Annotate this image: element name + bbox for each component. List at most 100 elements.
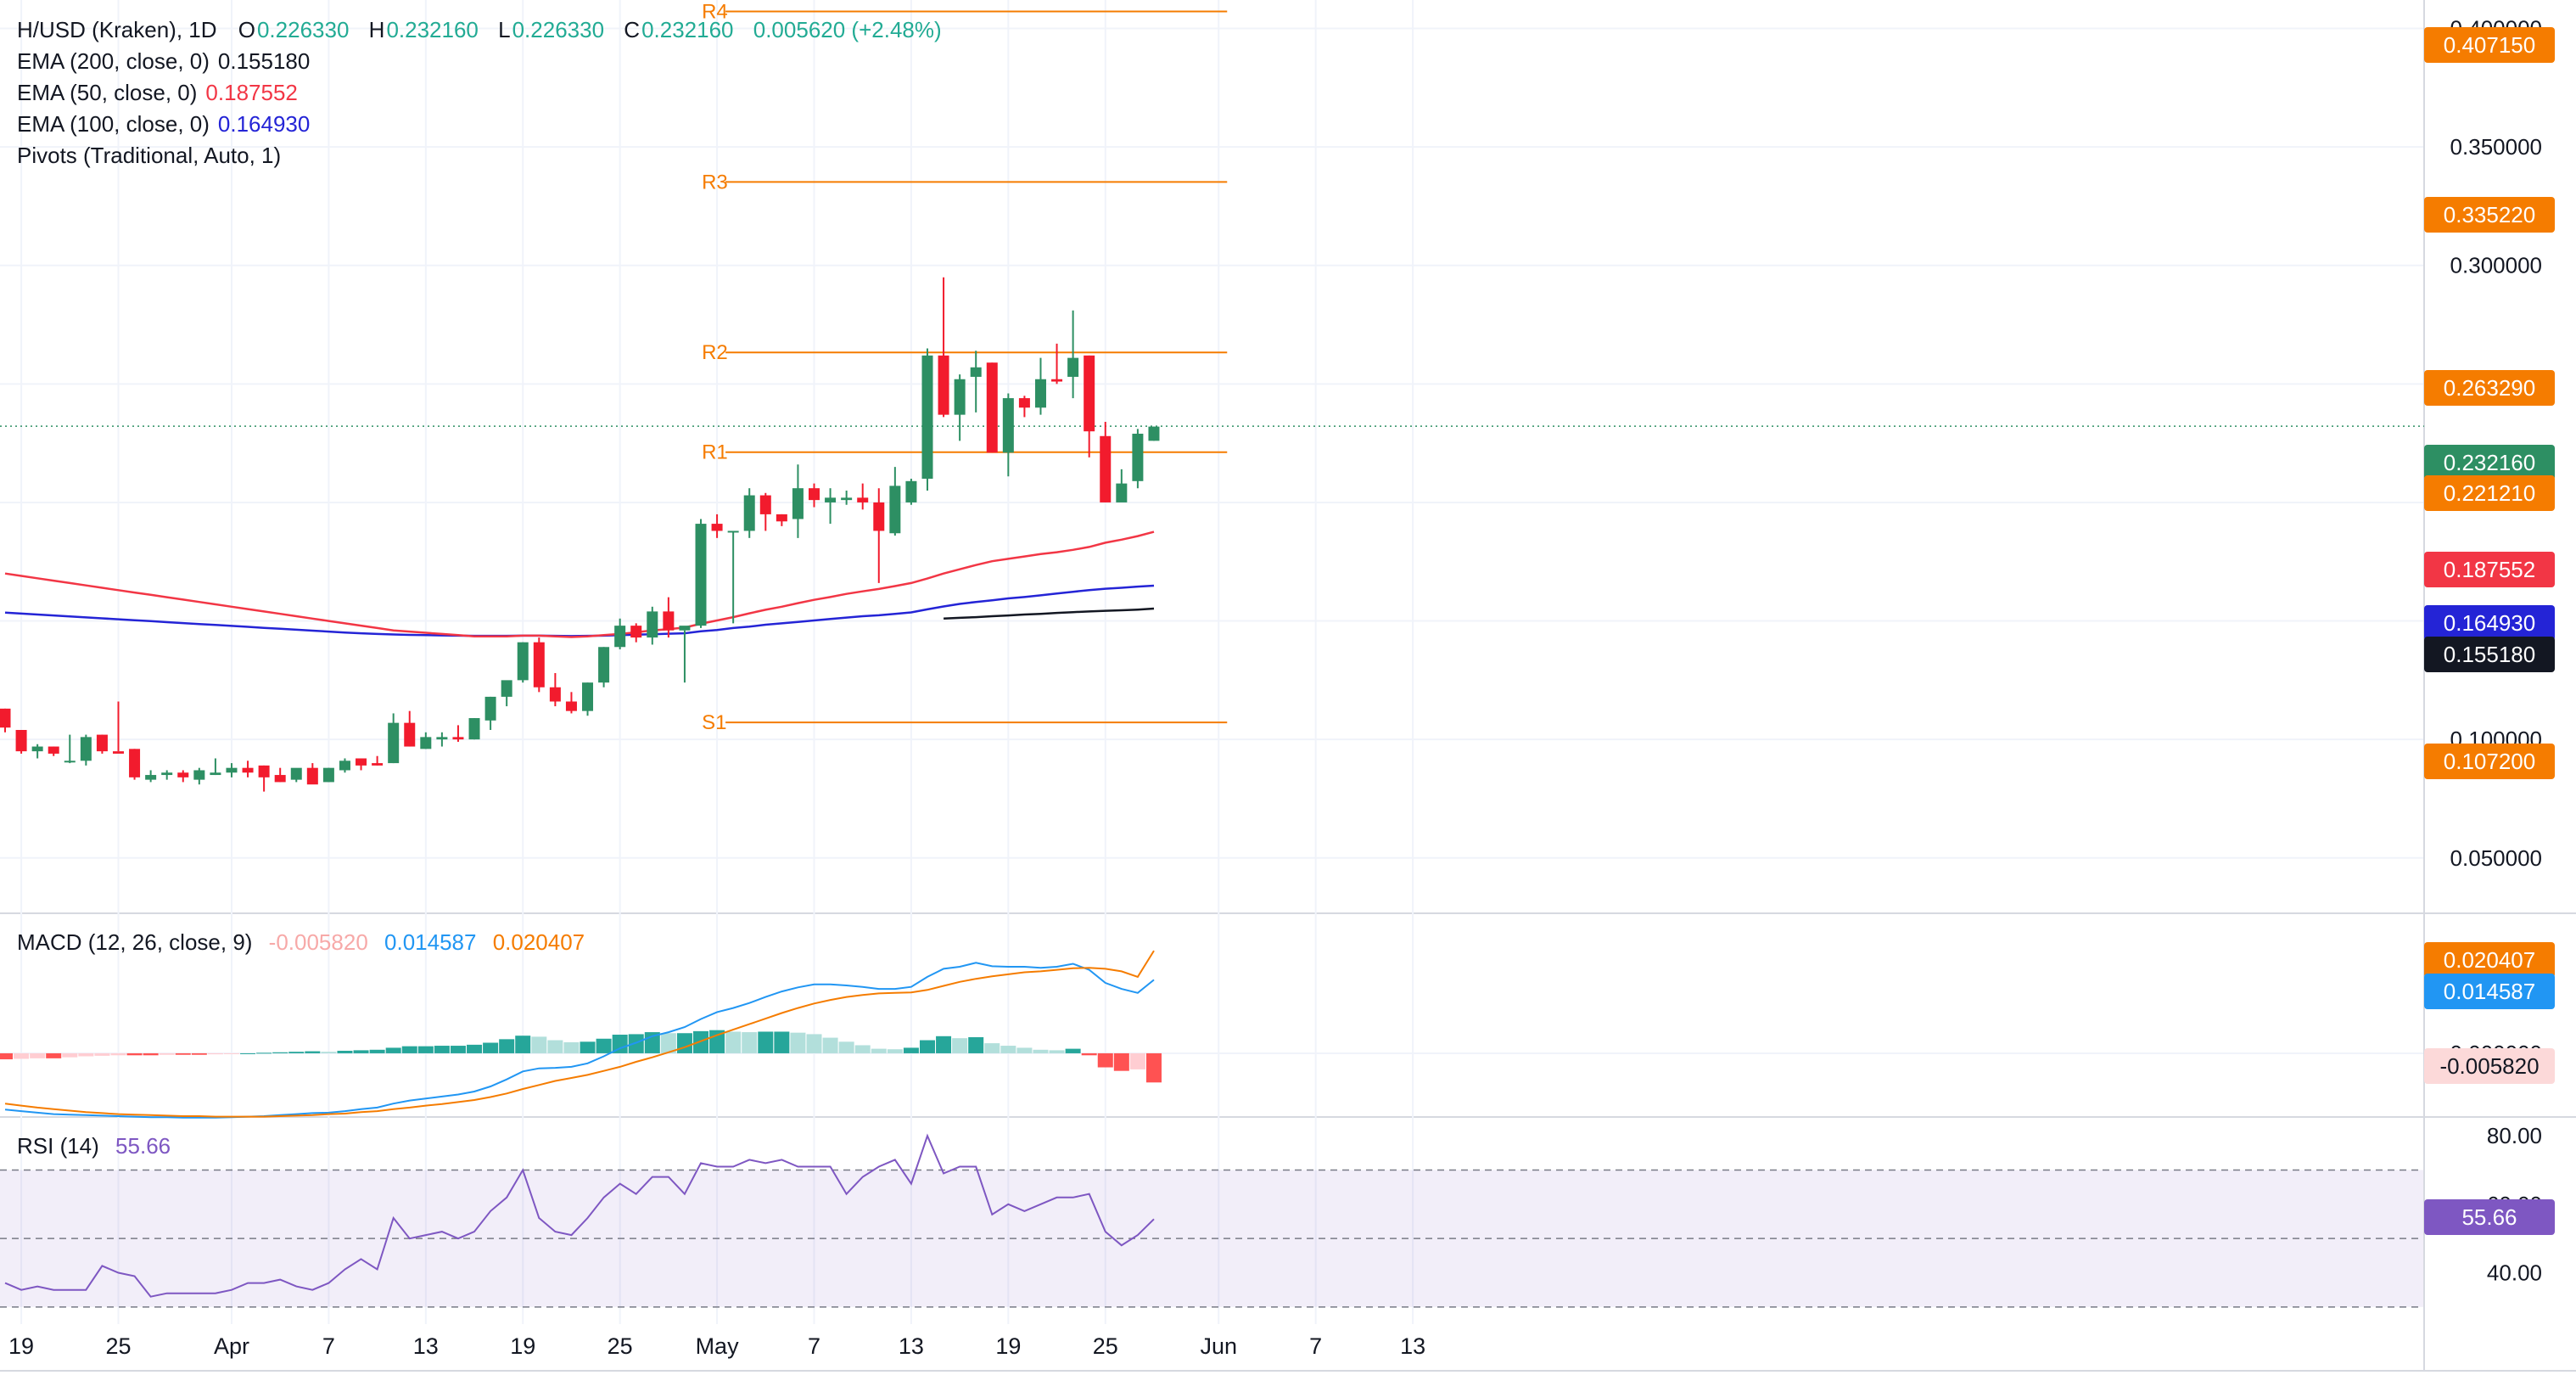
- macd-hist-bar: [1113, 1052, 1129, 1071]
- candle-down: [1100, 435, 1112, 502]
- candle-up: [743, 495, 755, 531]
- pivots-legend[interactable]: Pivots (Traditional, Auto, 1): [17, 140, 955, 171]
- macd-hist-bar: [110, 1052, 126, 1056]
- macd-hist-bar: [968, 1036, 984, 1053]
- candle-up: [193, 770, 205, 780]
- symbol-row[interactable]: H/USD (Kraken), 1D O0.226330 H0.232160 L…: [17, 14, 955, 46]
- macd-hist-bar: [321, 1052, 337, 1053]
- candle-down: [96, 734, 108, 752]
- macd-hist-bar: [1033, 1049, 1049, 1053]
- ema200-price-tag: 0.155180: [2424, 637, 2555, 672]
- candle-up: [727, 530, 739, 533]
- ema100-price-tag: 0.164930: [2424, 605, 2555, 641]
- macd-hist-bar: [580, 1041, 596, 1053]
- candle-down: [15, 730, 27, 752]
- x-tick-label: 13: [413, 1333, 439, 1359]
- candle-down: [630, 626, 642, 638]
- candle-up: [210, 772, 221, 776]
- candle-up: [145, 775, 157, 780]
- open-key: O: [238, 17, 255, 42]
- rsi-line: [4, 1133, 1155, 1298]
- main-legend: H/USD (Kraken), 1D O0.226330 H0.232160 L…: [17, 14, 955, 171]
- candle-up: [468, 718, 480, 740]
- candle-down: [258, 765, 270, 777]
- macd-hist-bar: [240, 1052, 256, 1054]
- candle-down: [242, 767, 254, 773]
- macd-hist-bar: [369, 1049, 385, 1053]
- candle-up: [436, 737, 448, 740]
- symbol-label[interactable]: H/USD (Kraken), 1D: [17, 17, 217, 42]
- macd-hist-bar: [191, 1052, 207, 1055]
- candle-down: [663, 611, 675, 631]
- x-tick-label: 13: [1400, 1333, 1425, 1359]
- x-tick-label: 7: [322, 1333, 335, 1359]
- macd-price-tag: 0.014587: [2424, 974, 2555, 1009]
- open-value: 0.226330: [256, 17, 350, 42]
- y-tick-label: 0.300000: [2450, 253, 2542, 278]
- candle-up: [80, 737, 92, 761]
- candle-down: [759, 495, 771, 514]
- ema50-legend[interactable]: EMA (50, close, 0) 0.187552: [17, 77, 955, 109]
- candle-down: [873, 502, 885, 531]
- change-value: 0.005620 (+2.48%): [753, 17, 942, 42]
- macd-legend[interactable]: MACD (12, 26, close, 9) -0.005820 0.0145…: [17, 929, 595, 956]
- candle-up: [517, 642, 529, 681]
- candle-up: [339, 761, 350, 771]
- pivot-label-r3: R3: [702, 171, 728, 194]
- ema100-line: [4, 584, 1155, 637]
- rsi-price-tag: 55.66: [2424, 1199, 2555, 1235]
- high-value: 0.232160: [386, 17, 479, 42]
- candle-up: [921, 355, 933, 480]
- macd-hist-bar: [838, 1041, 854, 1053]
- macd-hist-bar: [417, 1046, 434, 1053]
- candle-up: [679, 626, 691, 631]
- candle-down: [711, 524, 723, 531]
- ema100-legend[interactable]: EMA (100, close, 0) 0.164930: [17, 109, 955, 140]
- r2-price-tag: 0.263290: [2424, 370, 2555, 406]
- macd-hist-bar: [1129, 1052, 1145, 1069]
- candle-up: [1002, 398, 1014, 453]
- rsi-legend[interactable]: RSI (14) 55.66: [17, 1133, 181, 1159]
- macd-hist-bar: [1145, 1052, 1162, 1083]
- macd-hist-bar: [434, 1046, 450, 1053]
- macd-hist-bar: [256, 1052, 272, 1054]
- macd-signal-price-tag: 0.020407: [2424, 942, 2555, 978]
- candle-down: [274, 775, 286, 783]
- macd-hist-bar: [337, 1050, 353, 1053]
- macd-hist-bar: [952, 1038, 968, 1053]
- candle-up: [647, 611, 658, 638]
- r4-price-tag: 0.407150: [2424, 27, 2555, 63]
- macd-hist-bar: [596, 1038, 612, 1053]
- macd-hist-bar: [547, 1040, 563, 1053]
- pivot-label-s1: S1: [702, 711, 726, 734]
- macd-hist-bar: [288, 1052, 305, 1053]
- candle-up: [825, 497, 837, 502]
- candle-up: [484, 696, 496, 721]
- candle-up: [501, 680, 512, 697]
- macd-hist-bar: [353, 1050, 369, 1053]
- macd-hist-bar: [822, 1037, 838, 1053]
- candle-up: [1034, 379, 1046, 408]
- macd-hist-bar: [1000, 1046, 1016, 1053]
- macd-hist-bar: [693, 1030, 709, 1053]
- candle-up: [161, 772, 173, 776]
- candle-up: [841, 497, 853, 501]
- macd-hist-bar: [0, 1052, 13, 1060]
- macd-hist-bar: [515, 1036, 531, 1053]
- macd-hist-bar: [14, 1052, 30, 1059]
- candle-down: [565, 701, 577, 711]
- macd-line: [4, 962, 1155, 1119]
- macd-hist-bar: [143, 1052, 159, 1056]
- candle-up: [792, 488, 804, 519]
- candle-down: [857, 497, 869, 502]
- candle-up: [388, 722, 400, 764]
- macd-hist-bar: [742, 1032, 758, 1053]
- candle-down: [986, 362, 998, 453]
- ema200-legend[interactable]: EMA (200, close, 0) 0.155180: [17, 46, 955, 77]
- x-tick-label: 13: [899, 1333, 924, 1359]
- macd-hist-bar: [223, 1052, 239, 1054]
- candle-down: [1051, 379, 1063, 382]
- last-price-tag: 0.232160: [2424, 445, 2555, 480]
